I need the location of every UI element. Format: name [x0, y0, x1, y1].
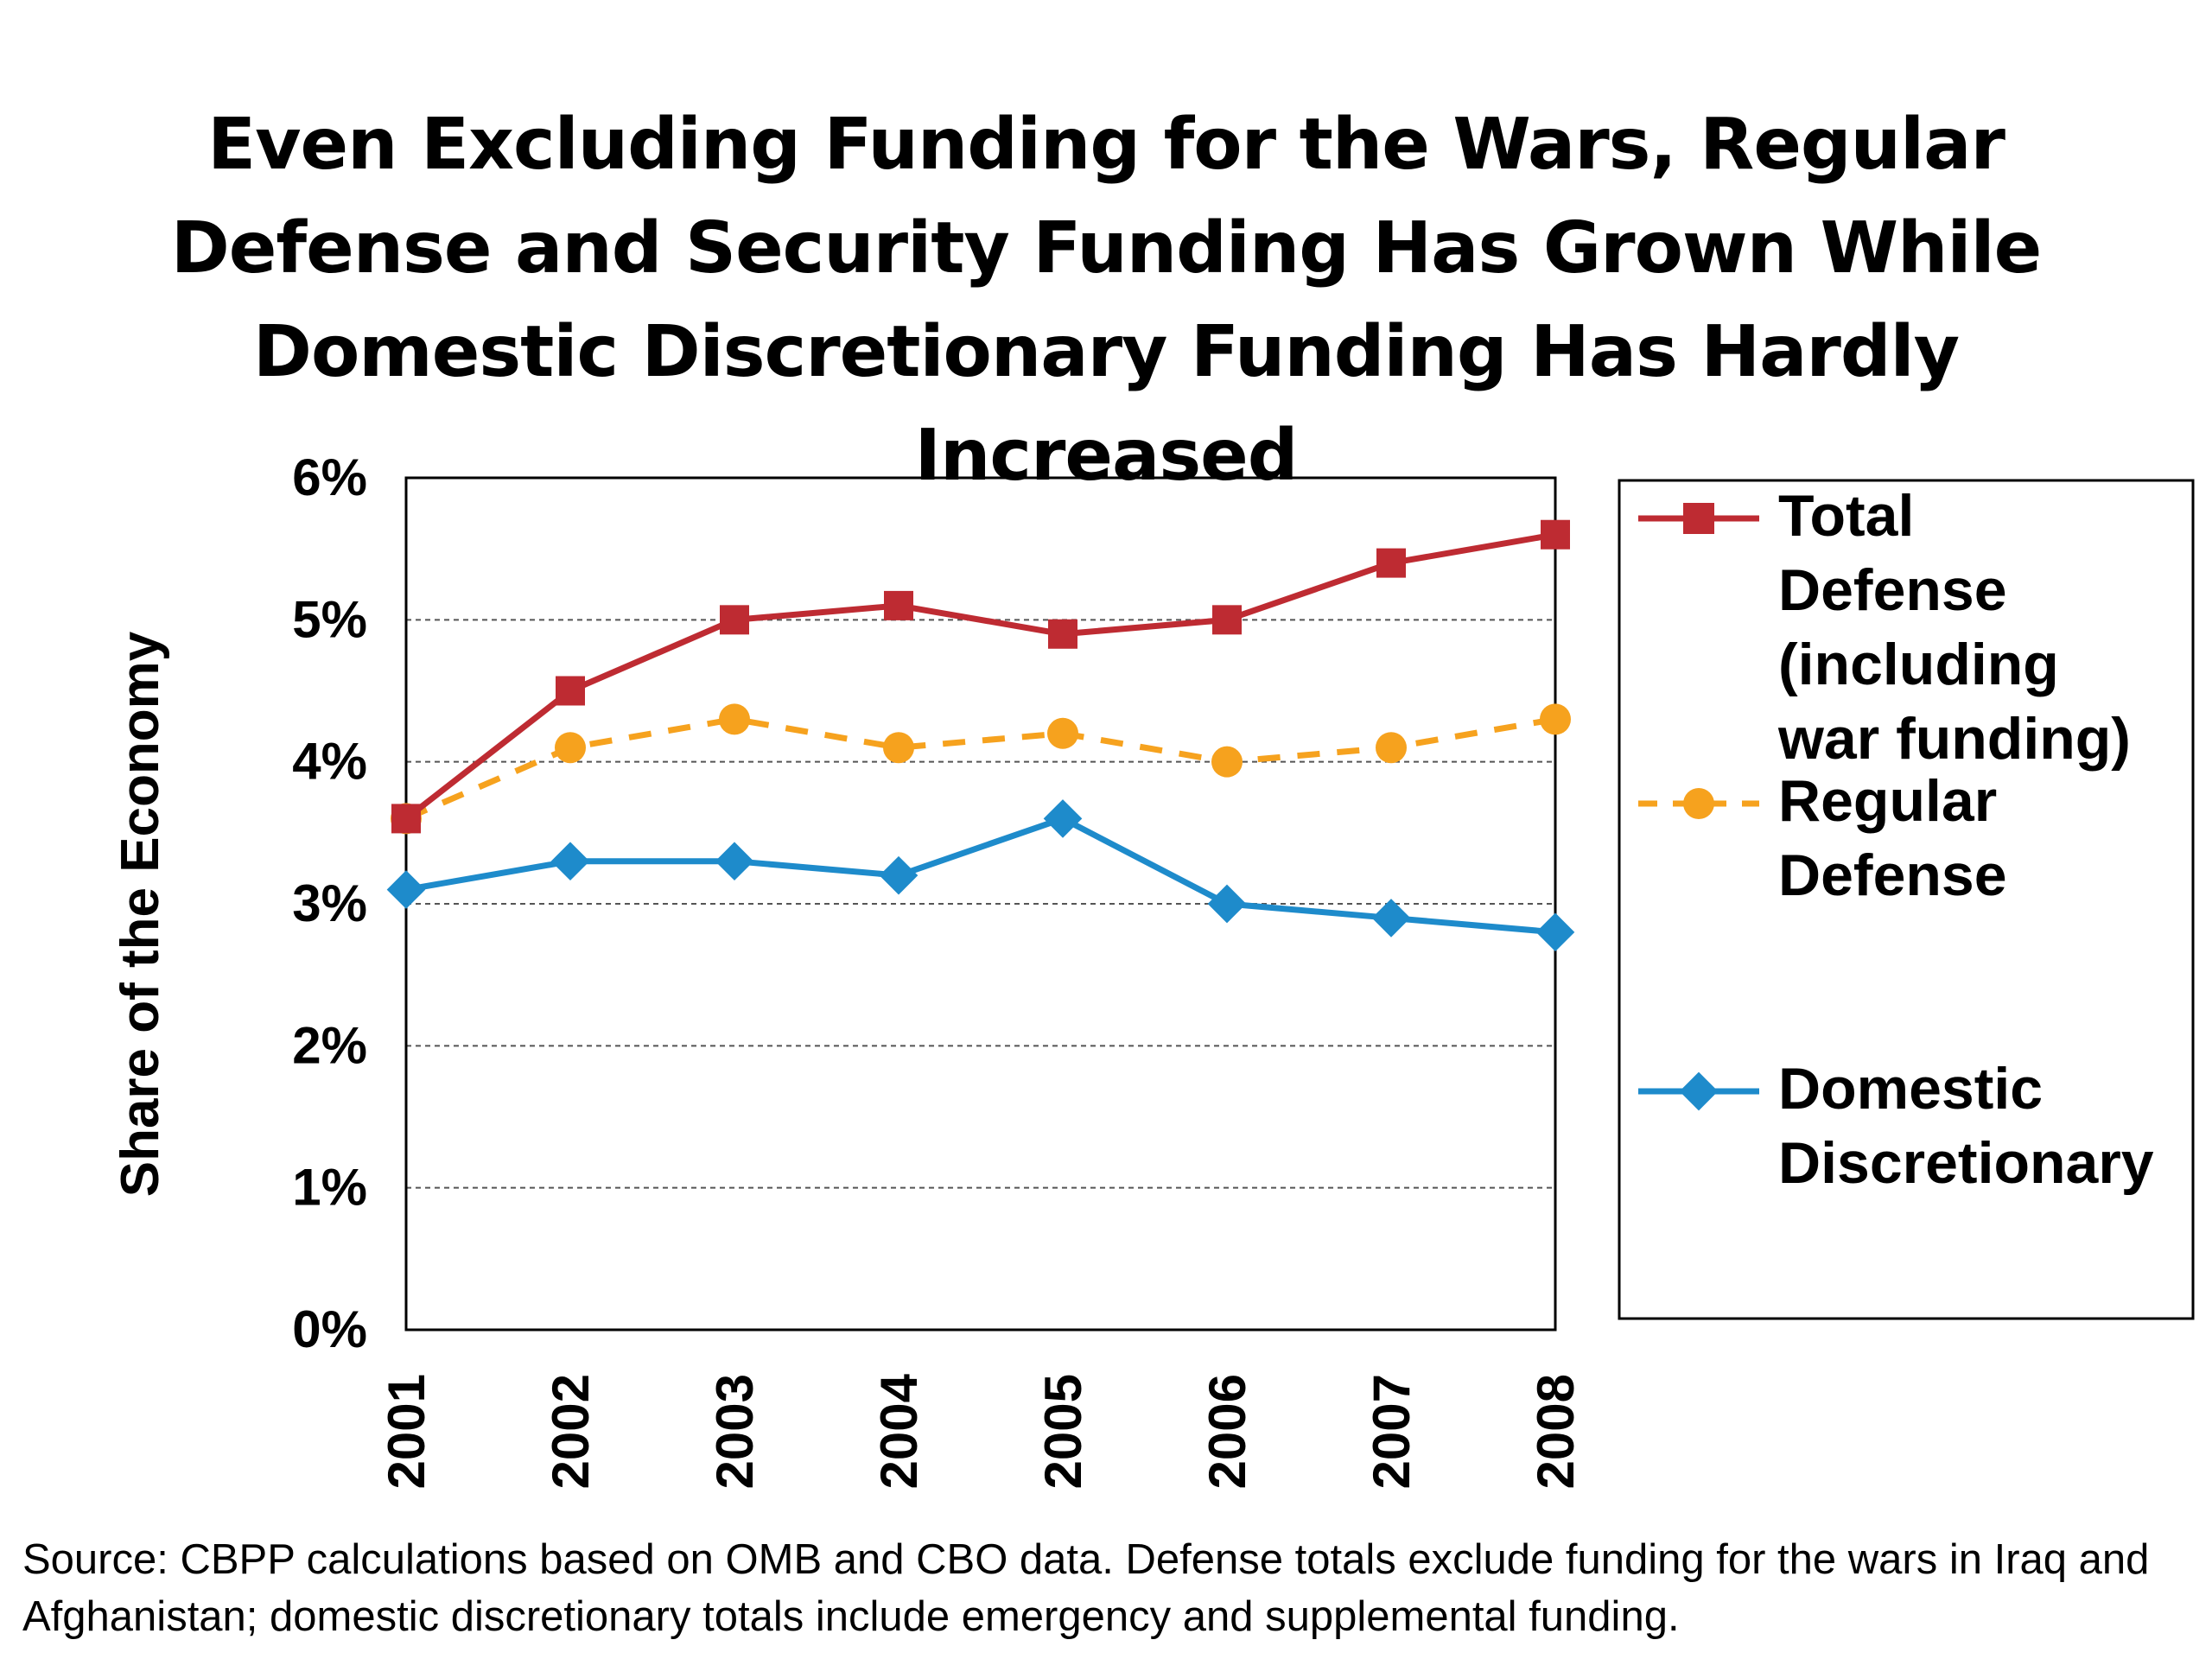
legend-label: Regular [1778, 768, 1997, 834]
y-axis-label: Share of the Economy [111, 631, 170, 1197]
legend-box [1618, 479, 2195, 1320]
source-note: Source: CBPP calculations based on OMB a… [22, 1536, 2150, 1640]
y-tick-label: 6% [292, 448, 367, 506]
data-point [1376, 548, 1406, 578]
data-point [1047, 717, 1078, 749]
data-point [1371, 899, 1411, 938]
y-tick-label: 3% [292, 874, 367, 932]
x-tick-label: 2008 [1527, 1374, 1585, 1489]
data-point [386, 870, 426, 909]
data-point [391, 804, 421, 834]
x-tick-label: 2003 [706, 1374, 764, 1489]
data-point [1212, 605, 1242, 635]
legend-label: Total [1778, 483, 1914, 549]
legend-item: Regular Defense [1638, 768, 2007, 908]
series-line [404, 715, 1556, 822]
series-regular-defense [391, 703, 1571, 835]
data-point [550, 842, 590, 881]
data-point [556, 676, 585, 706]
y-tick-label: 1% [292, 1159, 367, 1217]
data-point [555, 732, 586, 764]
series-domestic-discretionary [386, 799, 1575, 952]
data-point [879, 855, 918, 895]
x-axis-ticks: 2001 2002 2003 2004 2005 2006 2007 2008 [378, 1373, 1585, 1489]
data-point [1541, 519, 1570, 550]
legend-swatch-marker [1683, 788, 1714, 819]
legend-item: Domestic Discretionary [1638, 1056, 2154, 1196]
data-point [1540, 703, 1571, 735]
y-tick-label: 5% [292, 590, 367, 648]
legend-swatch-marker [1683, 503, 1714, 534]
x-tick-label: 2004 [870, 1373, 928, 1489]
data-point [720, 605, 749, 635]
legend-label: Defense [1778, 842, 2007, 908]
data-point [1535, 912, 1575, 952]
series-line [405, 815, 1556, 936]
legend-label: Discretionary [1778, 1130, 2154, 1196]
x-tick-label: 2007 [1363, 1374, 1421, 1489]
data-point [1211, 746, 1243, 778]
data-point [884, 590, 913, 620]
legend-label: Domestic [1778, 1056, 2043, 1122]
y-tick-label: 2% [292, 1016, 367, 1074]
series-total-defense-including-war-funding [391, 519, 1570, 834]
x-tick-label: 2005 [1034, 1374, 1092, 1489]
legend-swatch-marker [1679, 1071, 1719, 1111]
data-point [715, 842, 754, 881]
legend: Total Defense (including war funding)Regula… [1638, 483, 2154, 1196]
series-group [386, 519, 1575, 952]
data-point [719, 703, 750, 735]
data-point [883, 732, 914, 764]
x-tick-label: 2002 [542, 1374, 600, 1489]
y-tick-label: 0% [292, 1300, 367, 1358]
y-tick-label: 4% [292, 733, 367, 791]
data-point [1376, 732, 1407, 764]
legend-label: war funding) [1777, 706, 2131, 772]
x-tick-label: 2001 [378, 1374, 435, 1489]
series-line [404, 531, 1556, 822]
data-point [1048, 619, 1077, 649]
data-point [1207, 884, 1247, 924]
data-point [1043, 799, 1083, 838]
legend-label: Defense [1778, 557, 2007, 623]
x-tick-label: 2006 [1198, 1374, 1256, 1489]
legend-label: (including [1778, 632, 2059, 697]
legend-item: Total Defense (including war funding) [1638, 483, 2131, 772]
y-axis-ticks: 0% 1% 2% 3% 4% 5% 6% [292, 448, 367, 1358]
chart-title: Even Excluding Funding for the Wars, Reg… [170, 104, 2043, 497]
